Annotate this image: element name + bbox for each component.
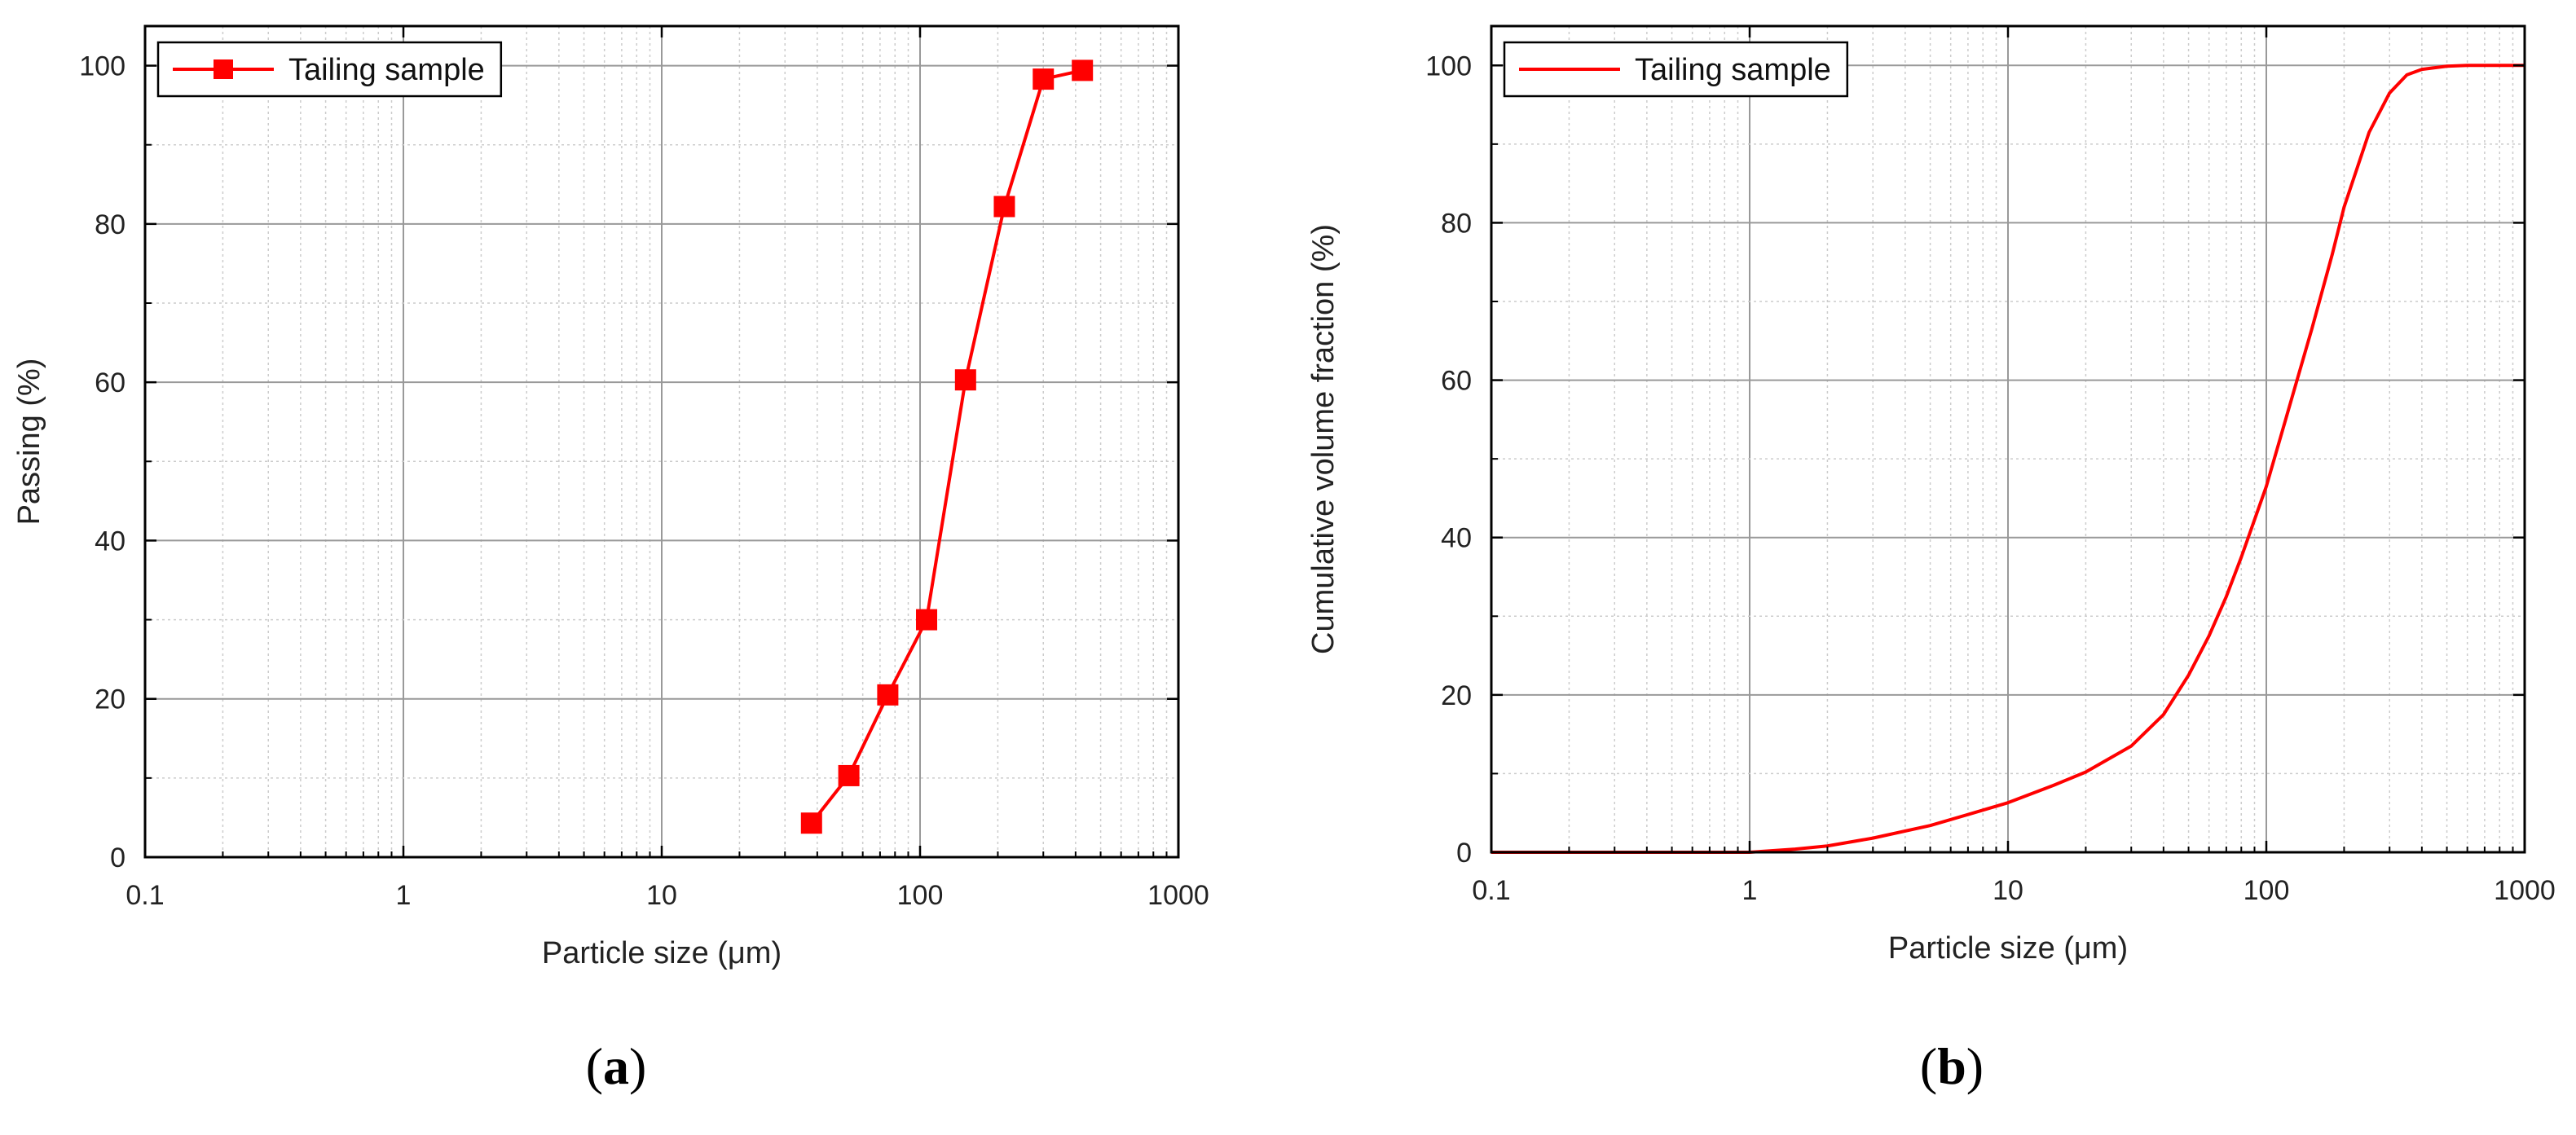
panel-b-caption-label: (b): [1920, 1037, 1984, 1095]
panel-b-x-tick-label: 1: [1742, 875, 1758, 906]
panel-a-y-tick-label: 20: [95, 684, 125, 715]
panel-a-y-tick-label: 0: [110, 842, 125, 873]
panel-a-ticks: 0.1 1 10 100 1000 0 20 40 60 80 100: [79, 26, 1209, 911]
panel-b-y-tick-label: 40: [1441, 523, 1472, 554]
panel-b-y-tick-label: 20: [1441, 680, 1472, 711]
panel-a-legend: Tailing sample: [156, 41, 503, 98]
panel-a-caption-close-paren: ): [629, 1037, 646, 1095]
panel-b-y-tick-label: 80: [1441, 208, 1472, 239]
panel-a-legend-marker: [214, 59, 233, 79]
panel-b-legend: Tailing sample: [1503, 41, 1849, 98]
panel-a-y-axis-title: Passing (%): [12, 359, 46, 526]
panel-a-data-point: [993, 196, 1015, 218]
panel-b-grid: [1491, 26, 2525, 853]
panel-b-legend-label: Tailing sample: [1635, 53, 1831, 87]
panel-b-caption-letter: b: [1937, 1037, 1966, 1095]
panel-a-x-tick-label: 0.1: [125, 880, 164, 911]
panel-a-caption-label: (a): [586, 1037, 647, 1095]
panel-a: 0.1 1 10 100 1000 0 20 40 60 80 100 Particle size …: [12, 24, 1209, 1095]
panel-a-data-point: [838, 764, 860, 786]
panel-a-data-point: [877, 684, 899, 706]
panel-a-x-tick-label: 1: [396, 880, 412, 911]
panel-b-x-axis-title: Particle size (μm): [1888, 931, 2128, 966]
panel-b-series-line: [1491, 64, 2525, 854]
panel-b-caption-close-paren: ): [1966, 1037, 1984, 1095]
panel-a-y-tick-label: 80: [95, 209, 125, 240]
panel-a-y-tick-label: 100: [79, 51, 125, 82]
panel-a-data-point: [1072, 59, 1094, 81]
panel-b-x-tick-label: 0.1: [1472, 875, 1510, 906]
panel-a-series: [800, 59, 1094, 834]
panel-a-x-axis-title: Particle size (μm): [542, 936, 782, 970]
panel-b-x-tick-label: 1000: [2494, 875, 2556, 906]
panel-a-legend-symbol: [173, 59, 274, 79]
panel-a-x-tick-label: 10: [646, 880, 677, 911]
panel-b-x-tick-label: 100: [2244, 875, 2290, 906]
panel-b-x-tick-label: 10: [1993, 875, 2023, 906]
panel-a-data-point: [954, 369, 976, 391]
panel-a-x-tick-label: 1000: [1147, 880, 1209, 911]
panel-a-x-tick-label: 100: [897, 880, 944, 911]
panel-b-y-tick-label: 60: [1441, 366, 1472, 397]
panel-b-caption-open-paren: (: [1920, 1037, 1937, 1095]
panel-b-ticks: 0.1 1 10 100 1000 0 20 40 60 80 100: [1425, 26, 2556, 906]
panel-a-grid: [144, 26, 1179, 858]
panel-b-series: [1491, 64, 2525, 854]
panel-a-series-line: [810, 68, 1083, 825]
panel-a-y-tick-label: 60: [95, 367, 125, 398]
panel-a-data-point: [1033, 68, 1055, 90]
panel-b-y-tick-label: 100: [1425, 51, 1472, 81]
panel-a-data-point: [800, 812, 822, 834]
panel-a-caption-open-paren: (: [586, 1037, 603, 1095]
panel-a-legend-label: Tailing sample: [288, 53, 485, 87]
panel-a-caption-letter: a: [603, 1037, 629, 1095]
panel-b-y-axis-title: Cumulative volume fraction (%): [1306, 224, 1341, 654]
panel-b: 0.1 1 10 100 1000 0 20 40 60 80 100 Particle size …: [1306, 24, 2556, 1095]
panel-b-y-tick-label: 0: [1456, 838, 1472, 869]
panel-a-y-tick-label: 40: [95, 526, 125, 557]
panel-a-data-point: [916, 609, 938, 631]
